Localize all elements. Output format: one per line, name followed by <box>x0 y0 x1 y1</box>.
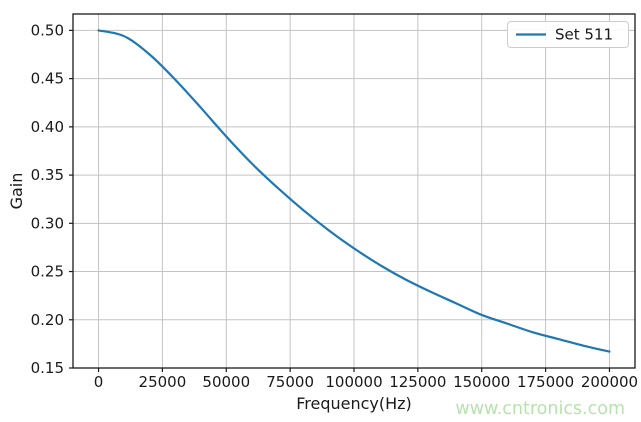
x-axis-label: Frequency(Hz) <box>296 394 412 413</box>
watermark: www.cntronics.com <box>455 399 625 419</box>
legend-box <box>507 21 629 48</box>
x-tick-label: 175000 <box>517 373 574 391</box>
y-tick-label: 0.45 <box>31 70 64 88</box>
x-tick-labels: 0 25000 50000 75000 100000 125000 150000 175000… <box>94 373 638 391</box>
x-tick-label: 125000 <box>389 373 446 391</box>
y-axis-label: Gain <box>7 173 26 210</box>
y-tick-label: 0.40 <box>31 118 64 136</box>
gridlines <box>73 14 635 369</box>
y-tick-label: 0.15 <box>31 359 64 377</box>
x-tick-label: 75000 <box>266 373 314 391</box>
legend-label: Set 511 <box>555 26 613 44</box>
y-tick-label: 0.35 <box>31 166 64 184</box>
y-tick-labels: 0.15 0.20 0.25 0.30 0.35 0.40 0.45 0.50 <box>31 21 64 377</box>
x-tick-label: 100000 <box>325 373 382 391</box>
x-tick-label: 50000 <box>202 373 250 391</box>
x-tick-label: 0 <box>94 373 104 391</box>
y-tick-label: 0.25 <box>31 263 64 281</box>
y-tick-label: 0.50 <box>31 21 64 39</box>
x-tick-label: 200000 <box>581 373 638 391</box>
x-tick-label: 25000 <box>139 373 187 391</box>
axis-ticks <box>69 29 611 372</box>
y-tick-label: 0.30 <box>31 214 64 232</box>
y-tick-label: 0.20 <box>31 311 64 329</box>
gain-curve <box>97 29 611 353</box>
legend: Set 511 <box>507 21 629 48</box>
x-tick-label: 150000 <box>453 373 510 391</box>
